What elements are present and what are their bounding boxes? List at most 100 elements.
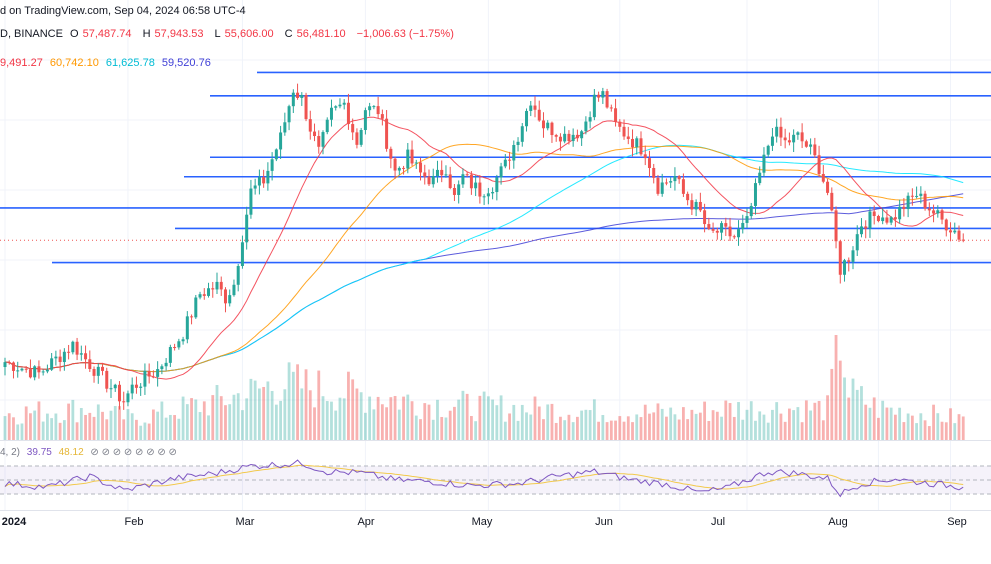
volume-bar <box>783 421 787 440</box>
candle <box>334 105 338 111</box>
candle <box>876 214 880 223</box>
candle-body <box>11 362 15 371</box>
candle-body <box>304 94 308 120</box>
candle <box>444 165 448 178</box>
candle <box>249 179 253 219</box>
candle <box>809 138 813 155</box>
candle-body <box>84 353 88 360</box>
volume-bar <box>457 399 461 440</box>
volume-bar <box>465 393 469 440</box>
volume-bar <box>262 386 266 440</box>
candle <box>236 263 240 292</box>
candle <box>664 178 668 186</box>
volume-bar <box>491 399 494 440</box>
candle <box>830 187 834 212</box>
candle-body <box>41 371 45 373</box>
candle-body <box>372 106 376 108</box>
candle-body <box>656 177 660 194</box>
volume-bar <box>414 415 418 440</box>
volume-bar <box>508 413 511 440</box>
candle <box>902 198 906 217</box>
volume-bar <box>308 390 312 440</box>
volume-bar <box>762 414 766 440</box>
volume-bar <box>766 422 770 440</box>
candle-body <box>96 366 100 376</box>
low-value: L 55,606.00 <box>214 28 274 40</box>
candle <box>33 365 37 381</box>
candle <box>893 209 897 227</box>
candle-body <box>207 288 211 296</box>
candle-body <box>703 210 707 225</box>
candle-body <box>546 122 550 129</box>
volume-bar <box>529 414 533 440</box>
candle <box>232 279 236 297</box>
candle <box>783 128 787 149</box>
candle-body <box>113 384 117 389</box>
symbol-label: D, BINANCE <box>0 28 63 40</box>
volume-bar <box>376 396 380 440</box>
candle-body <box>486 193 490 197</box>
candle <box>190 314 194 325</box>
candle <box>703 203 707 233</box>
candle-body <box>821 173 825 182</box>
candle <box>173 343 177 351</box>
x-tick-label: 2024 <box>1 516 27 528</box>
volume-bar <box>864 404 868 440</box>
candle-body <box>711 228 715 231</box>
visibility-icons[interactable]: ⊘ ⊘ ⊘ ⊘ ⊘ ⊘ ⊘ ⊘ <box>90 447 177 458</box>
candle-body <box>194 297 198 318</box>
volume-bar <box>728 403 732 440</box>
candle <box>270 152 274 181</box>
candle-body <box>817 155 821 174</box>
candle <box>541 112 545 138</box>
candle-body <box>859 226 863 235</box>
volume-bar <box>580 410 584 440</box>
candle <box>482 194 486 206</box>
volume-bar <box>444 417 448 440</box>
volume-bar <box>359 392 363 440</box>
candle <box>397 166 401 176</box>
candle <box>117 381 121 410</box>
volume-bar <box>855 389 859 440</box>
candle <box>546 120 550 131</box>
candle <box>724 217 728 236</box>
candle-body <box>20 368 24 371</box>
candle <box>130 377 134 400</box>
candle-body <box>240 242 244 267</box>
high-value: H 57,943.53 <box>142 28 204 40</box>
candle <box>338 98 342 109</box>
candle-body <box>62 351 66 363</box>
candle-body <box>826 181 830 193</box>
candle-body <box>105 370 109 389</box>
candle <box>139 383 143 396</box>
candle <box>300 92 304 106</box>
candle-body <box>461 174 465 185</box>
volume-bar <box>673 414 677 440</box>
ma-legend: 9,491.27 60,742.10 61,625.78 59,520.76 <box>0 57 215 69</box>
candle-body <box>580 131 584 139</box>
volume-bar <box>364 412 367 440</box>
volume-bar <box>393 395 397 440</box>
volume-bar <box>232 394 236 440</box>
candle-body <box>245 214 249 243</box>
candle-body <box>431 176 435 185</box>
volume-bar <box>347 371 350 440</box>
candle <box>516 137 520 152</box>
candle-body <box>33 366 37 378</box>
volume-bar <box>419 419 422 440</box>
volume-bar <box>932 404 935 440</box>
volume-bar <box>881 400 885 440</box>
candle-body <box>775 126 779 137</box>
candle <box>79 345 83 361</box>
volume-bar <box>486 396 490 440</box>
candle <box>614 98 618 127</box>
volume-bar <box>270 390 274 440</box>
candle <box>753 178 757 215</box>
candle <box>219 276 223 296</box>
candle-body <box>329 107 333 120</box>
candle-body <box>927 208 931 211</box>
candle-body <box>45 369 49 372</box>
candle <box>296 83 300 100</box>
candle-body <box>766 145 770 155</box>
